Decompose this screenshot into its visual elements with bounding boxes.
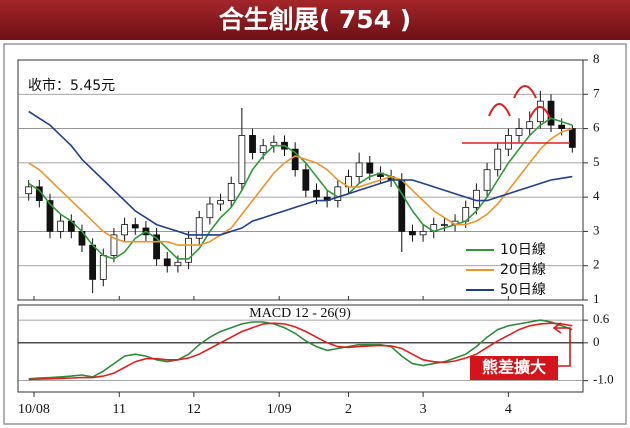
- x-tick-label: 4: [505, 402, 512, 417]
- candle-body: [163, 258, 171, 267]
- candle-body: [291, 148, 299, 171]
- macd-plot: 0.6 0 -1.0 10/08 11 12 1/09 2 3 4: [18, 311, 614, 417]
- series-line: [28, 322, 573, 381]
- legend-label: 10日線: [500, 242, 546, 258]
- head: [513, 85, 537, 99]
- candle-body: [206, 203, 214, 219]
- close-label: 收市：5.45元: [28, 77, 115, 94]
- candle-body: [217, 200, 224, 205]
- candle-body: [419, 231, 427, 236]
- x-tick-label: 2: [345, 402, 352, 417]
- main-plot: 1 2 3 4 5 6 7 8 10日線 20日線 50日線: [18, 51, 600, 306]
- candle-body: [558, 124, 566, 129]
- candle-body: [185, 237, 192, 263]
- series-line: [28, 127, 573, 246]
- y-tick-label: 1: [593, 291, 600, 306]
- candle-body: [526, 121, 534, 129]
- left-shoulder: [488, 103, 511, 117]
- legend-label: 50日線: [500, 282, 546, 298]
- y-tick-label: -1.0: [593, 372, 614, 387]
- candle-body: [131, 224, 139, 229]
- x-tick-label: 10/08: [18, 402, 50, 417]
- candle-body: [57, 220, 65, 232]
- y-tick-label: 7: [593, 85, 600, 100]
- candle-body: [227, 183, 235, 201]
- right-shoulder: [529, 106, 551, 119]
- x-tick-label: 12: [187, 402, 201, 417]
- main-panel: [17, 59, 584, 301]
- candle-body: [89, 244, 97, 280]
- candle-body: [334, 186, 342, 201]
- y-tick-label: 3: [593, 222, 600, 237]
- candle-body: [174, 261, 182, 267]
- pattern-annotation: [462, 85, 570, 144]
- title-banner: [0, 0, 630, 40]
- x-tick-label: 3: [420, 402, 427, 417]
- candle-body: [483, 169, 491, 191]
- y-tick-label: 6: [593, 120, 600, 135]
- candle-body: [366, 162, 374, 174]
- frame: [3, 43, 627, 425]
- candle-body: [355, 162, 363, 177]
- candle-body: [472, 189, 480, 208]
- candle-body: [398, 179, 406, 232]
- legend-label: 20日線: [500, 262, 546, 278]
- candle-body: [313, 189, 320, 198]
- candle-body: [153, 234, 160, 260]
- x-tick-label: 1/09: [267, 402, 292, 417]
- candle-body: [249, 135, 256, 153]
- candle-body: [99, 255, 107, 280]
- candle-body: [195, 217, 203, 239]
- candle-body: [568, 128, 576, 148]
- y-tick-label: 8: [593, 51, 600, 66]
- candle-body: [25, 186, 33, 195]
- candle-body: [302, 169, 310, 191]
- y-tick-label: 2: [593, 257, 600, 272]
- candle-body: [110, 234, 118, 256]
- annotation-arrow: [552, 322, 571, 367]
- series-line: [28, 110, 573, 236]
- x-tick-label: 11: [113, 402, 126, 417]
- candle-body: [46, 200, 54, 232]
- annotation: 熊差擴大: [482, 358, 546, 377]
- candle-body: [409, 231, 416, 236]
- macd-panel: [17, 304, 584, 393]
- candle-body: [259, 145, 267, 153]
- y-tick-label: 0.6: [593, 311, 610, 326]
- annotation-box: [470, 356, 558, 380]
- y-tick-label: 4: [593, 188, 600, 203]
- title: 合生創展( 754 ): [219, 5, 411, 34]
- candle-body: [441, 224, 448, 226]
- series-line: [28, 319, 573, 380]
- candle-body: [494, 148, 502, 171]
- macd-title: MACD 12 - 26(9): [249, 306, 351, 321]
- y-tick-label: 0: [593, 334, 600, 349]
- candle-body: [536, 100, 544, 123]
- candle-body: [515, 128, 523, 136]
- y-tick-label: 5: [593, 154, 600, 169]
- candle-body: [121, 224, 129, 236]
- candle-body: [547, 100, 555, 126]
- candle-body: [238, 135, 246, 184]
